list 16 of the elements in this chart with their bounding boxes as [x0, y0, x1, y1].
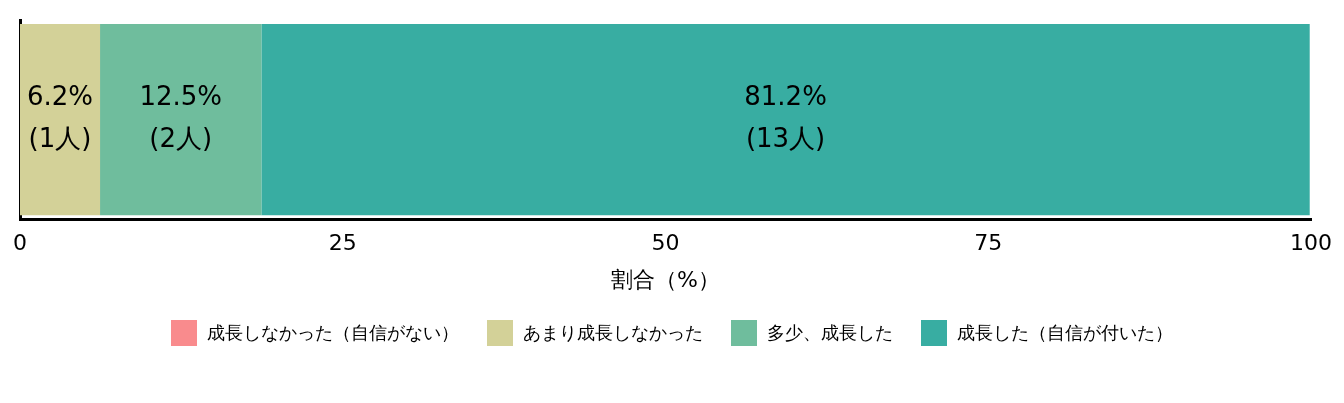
bar: [261, 23, 1310, 216]
data-label: 12.5% (2人): [139, 81, 223, 154]
x-tick-label: 100: [1290, 230, 1332, 256]
x-tick-label: 75: [974, 230, 1003, 256]
bar: [20, 23, 101, 216]
bar: [100, 23, 262, 216]
x-tick-label: 25: [328, 230, 357, 256]
x-tick-label: 50: [651, 230, 680, 256]
legend-label: あまり成長しなかった: [523, 321, 703, 345]
data-label: 6.2% (1人): [26, 81, 94, 154]
x-tick-label: 0: [13, 230, 27, 256]
data-label: 81.2% (13人): [744, 81, 827, 154]
legend-label: 成長した（自信が付いた）: [957, 321, 1173, 345]
legend-label: 多少、成長した: [767, 321, 893, 345]
x-axis-title: 割合（%）: [611, 266, 720, 292]
legend-label: 成長しなかった（自信がない）: [207, 321, 459, 345]
